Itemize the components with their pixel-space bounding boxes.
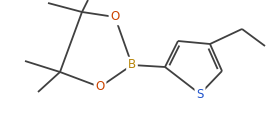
Text: S: S [196,87,204,100]
Text: O: O [110,11,120,23]
Text: O: O [95,80,105,94]
Text: B: B [128,59,136,71]
